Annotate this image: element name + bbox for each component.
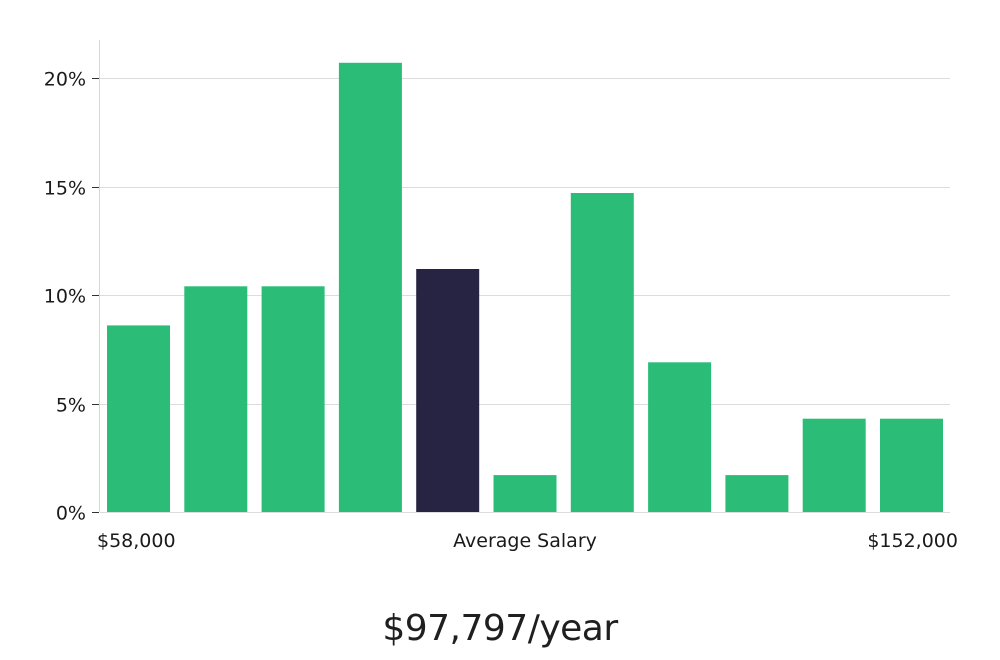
x-min-label: $58,000 [97,530,176,552]
bar [261,286,325,512]
bar [107,325,170,512]
bar-highlighted [416,269,480,512]
y-tick-label: 15% [44,178,86,200]
bar [880,418,943,512]
bar [184,286,248,512]
y-tick-label: 0% [56,503,86,525]
bar [493,475,557,512]
x-axis-labels: $58,000 Average Salary $152,000 [97,530,958,552]
x-max-label: $152,000 [867,530,958,552]
bar [802,418,866,512]
x-axis-title: Average Salary [453,530,597,552]
bar [570,193,634,512]
y-tick-label: 5% [56,395,86,417]
bar [648,362,712,512]
average-salary-value: $97,797/year [382,608,618,649]
y-tick-label: 20% [44,69,86,91]
bars [107,62,943,513]
bar [338,62,402,513]
bar [725,475,789,512]
y-tick-labels: 0% 5% 10% 15% 20% [44,69,99,525]
y-tick-label: 10% [44,286,86,308]
